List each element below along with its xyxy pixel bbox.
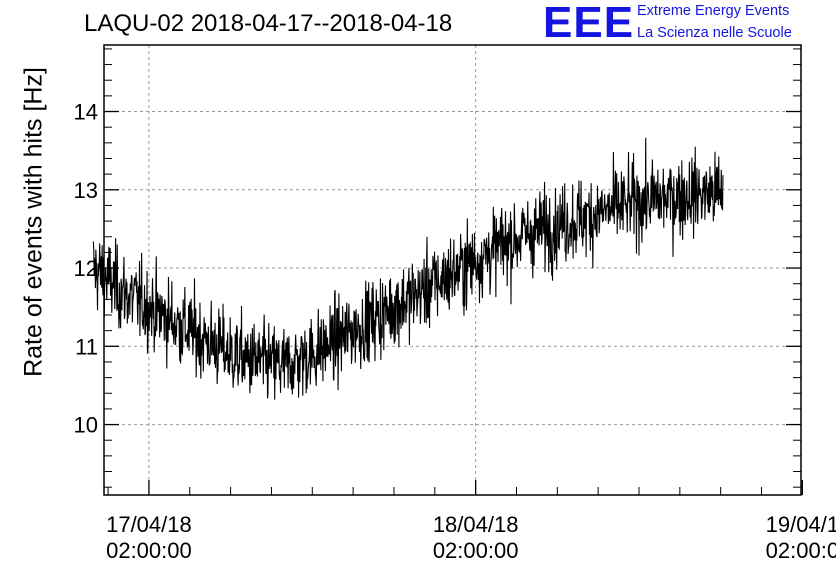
x-tick-time: 02:00:00 [433, 538, 519, 563]
y-tick-label: 14 [74, 100, 98, 125]
eee-logo: EEE [543, 0, 635, 47]
plot-frame [103, 44, 802, 496]
logo-line-1: Extreme Energy Events [637, 3, 790, 19]
y-tick-label: 12 [74, 256, 98, 281]
x-tick-labels: 17/04/1802:00:0018/04/1802:00:0019/04/10… [106, 512, 836, 563]
y-axis-label: Rate of events with hits [Hz] [19, 67, 48, 377]
chart-title: LAQU-02 2018-04-17--2018-04-18 [84, 10, 453, 37]
x-tick-date: 18/04/18 [433, 512, 519, 537]
y-tick-label: 10 [74, 413, 98, 438]
logo-line-2: La Scienza nelle Scuole [637, 25, 792, 41]
x-tick-date: 17/04/18 [106, 512, 192, 537]
rate-series-line [92, 137, 724, 400]
y-tick-label: 13 [74, 178, 98, 203]
x-tick-time: 02:00:0 [766, 538, 836, 563]
x-tick-time: 02:00:00 [106, 538, 192, 563]
x-tick-date: 19/04/1 [766, 512, 836, 537]
series-group [92, 137, 724, 400]
axis-ticks [104, 48, 804, 495]
y-tick-label: 11 [75, 334, 98, 359]
y-tick-labels: 10 11 12 13 14 [74, 100, 98, 438]
